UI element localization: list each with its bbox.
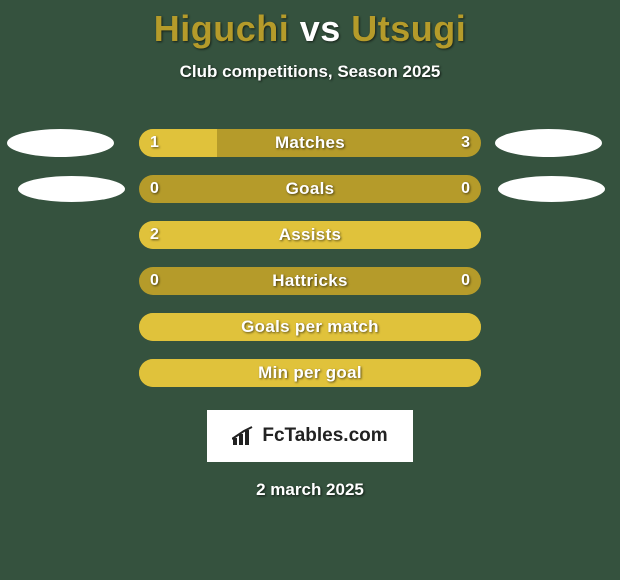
logo-box: FcTables.com xyxy=(207,410,413,462)
bar-track xyxy=(139,175,481,203)
player-b-avatar xyxy=(495,129,602,157)
stat-row: Matches13 xyxy=(0,120,620,166)
stat-row: Assists2 xyxy=(0,212,620,258)
stat-value-left: 0 xyxy=(150,180,159,198)
bar-track xyxy=(139,267,481,295)
stat-value-left: 2 xyxy=(150,226,159,244)
stats-bars: Matches13Goals00Assists2Hattricks00Goals… xyxy=(0,120,620,396)
date-text: 2 march 2025 xyxy=(0,480,620,500)
subtitle: Club competitions, Season 2025 xyxy=(0,62,620,82)
stat-row: Min per goal xyxy=(0,350,620,396)
stat-value-right: 3 xyxy=(461,134,470,152)
comparison-card: Higuchi vs Utsugi Club competitions, Sea… xyxy=(0,0,620,580)
stat-value-right: 0 xyxy=(461,180,470,198)
chart-icon xyxy=(232,426,258,446)
vs-separator: vs xyxy=(289,8,351,49)
player-a-name: Higuchi xyxy=(154,8,290,49)
player-a-avatar xyxy=(18,176,125,202)
logo: FcTables.com xyxy=(232,425,387,447)
stat-value-right: 0 xyxy=(461,272,470,290)
stat-value-left: 0 xyxy=(150,272,159,290)
stat-row: Goals00 xyxy=(0,166,620,212)
player-a-avatar xyxy=(7,129,114,157)
stat-row: Hattricks00 xyxy=(0,258,620,304)
bar-fill-left xyxy=(139,313,481,341)
stat-row: Goals per match xyxy=(0,304,620,350)
page-title: Higuchi vs Utsugi xyxy=(0,0,620,50)
bar-fill-left xyxy=(139,359,481,387)
logo-text: FcTables.com xyxy=(262,425,387,447)
bar-fill-left xyxy=(139,221,481,249)
player-b-avatar xyxy=(498,176,605,202)
player-b-name: Utsugi xyxy=(351,8,466,49)
stat-value-left: 1 xyxy=(150,134,159,152)
